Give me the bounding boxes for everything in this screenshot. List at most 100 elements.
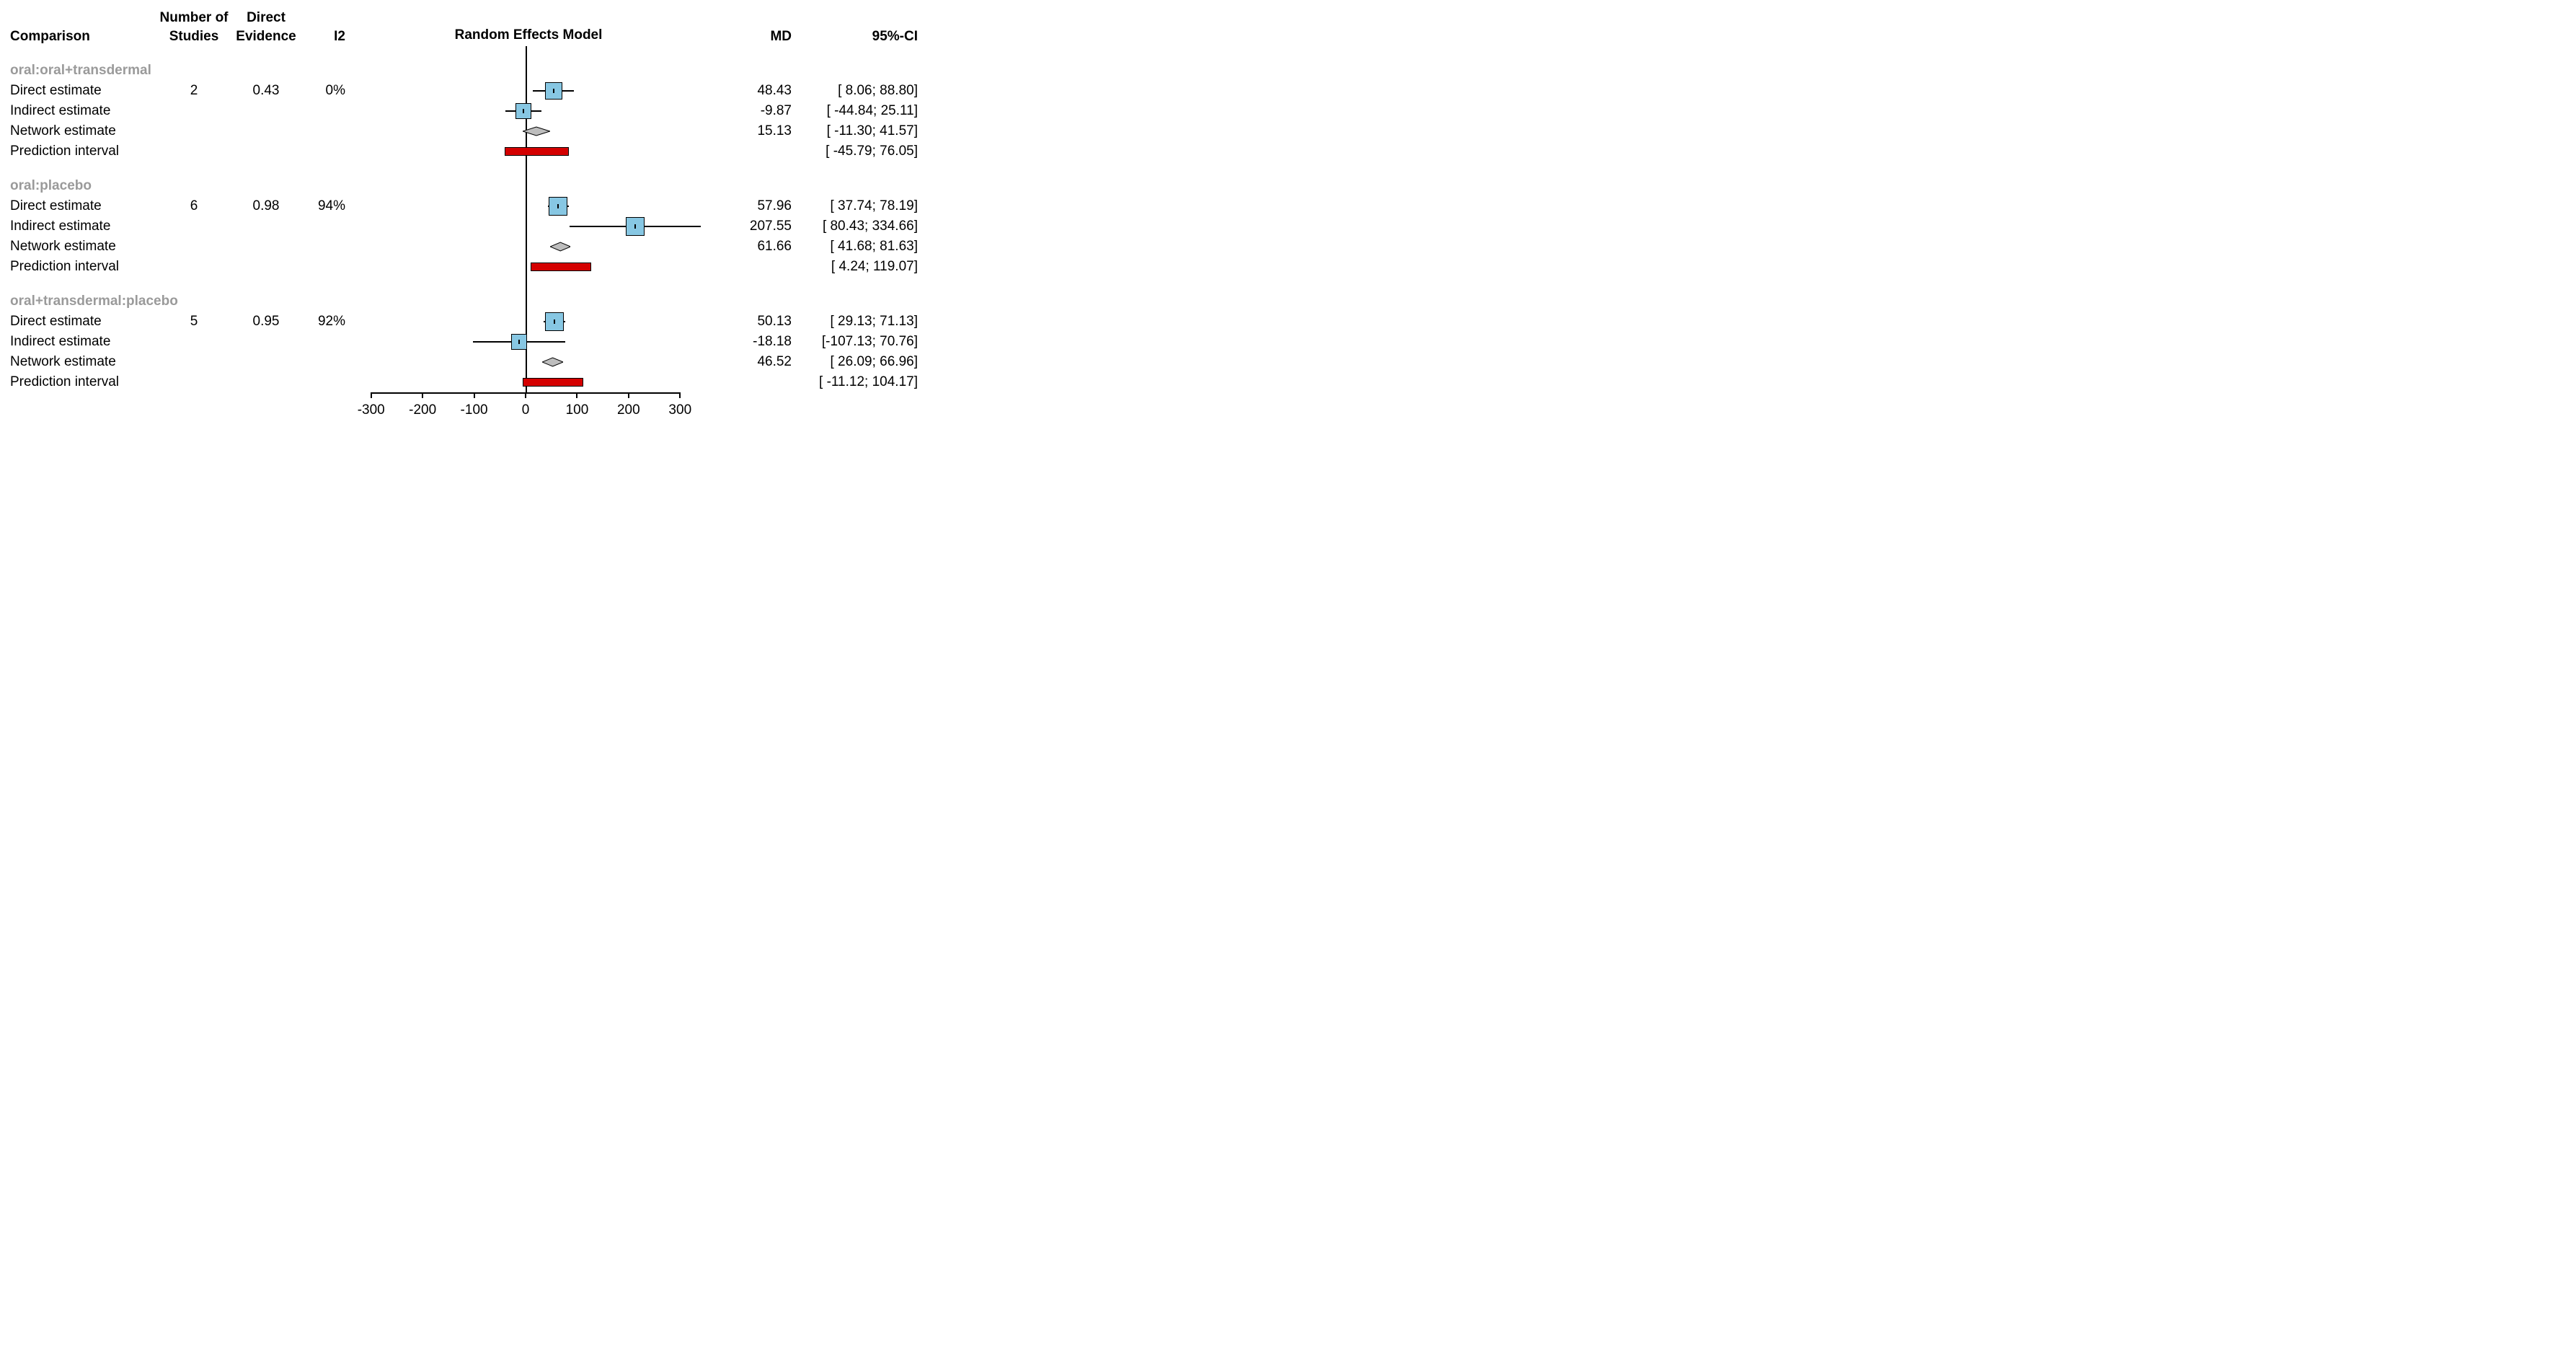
row-label: Direct estimate bbox=[7, 198, 158, 214]
cell-md: 57.96 bbox=[709, 198, 792, 214]
point-tick bbox=[634, 224, 636, 229]
row-label: Network estimate bbox=[7, 239, 158, 255]
header-row-1: Number of Direct bbox=[7, 9, 1103, 27]
row-label: Direct estimate bbox=[7, 83, 158, 99]
hdr-ci: 95%-CI bbox=[792, 29, 918, 45]
cell-plot bbox=[348, 121, 709, 141]
cell-ci: [-107.13; 70.76] bbox=[792, 334, 918, 350]
cell-ci: [ -45.79; 76.05] bbox=[792, 144, 918, 159]
table-row: Direct estimate50.9592%50.13[ 29.13; 71.… bbox=[7, 312, 1103, 332]
hdr-evidence-l1: Direct bbox=[230, 10, 302, 26]
cell-ci: [ 26.09; 66.96] bbox=[792, 354, 918, 370]
axis-tick bbox=[679, 392, 681, 398]
network-diamond bbox=[542, 357, 563, 367]
cell-ci: [ 8.06; 88.80] bbox=[792, 83, 918, 99]
cell-evidence: 0.95 bbox=[230, 314, 302, 330]
table-row: Network estimate 46.52[ 26.09; 66.96] bbox=[7, 352, 1103, 372]
row-label: Indirect estimate bbox=[7, 334, 158, 350]
axis-tick-label: -200 bbox=[409, 402, 436, 418]
cell-plot bbox=[348, 352, 709, 372]
cell-i2: 94% bbox=[302, 198, 348, 214]
cell-plot bbox=[348, 141, 709, 162]
axis-tick-label: -300 bbox=[358, 402, 385, 418]
header-row-2: Comparison Studies Evidence I2 Random Ef… bbox=[7, 27, 1103, 46]
plot-body: oral:oral+transdermalDirect estimate20.4… bbox=[7, 46, 1103, 392]
table-row: Direct estimate60.9894% 57.96[ 37.74; 78.… bbox=[7, 196, 1103, 216]
row-label: Indirect estimate bbox=[7, 219, 158, 234]
cell-evidence: 0.98 bbox=[230, 198, 302, 214]
hdr-md: MD bbox=[709, 29, 792, 45]
table-row: Direct estimate20.430%48.43[ 8.06; 88.80… bbox=[7, 81, 1103, 101]
cell-md: -9.87 bbox=[709, 103, 792, 119]
row-label: Indirect estimate bbox=[7, 103, 158, 119]
cell-md: 50.13 bbox=[709, 314, 792, 330]
point-tick bbox=[557, 204, 559, 208]
row-label: Network estimate bbox=[7, 354, 158, 370]
cell-i2: 92% bbox=[302, 314, 348, 330]
hdr-studies-l2: Studies bbox=[158, 29, 230, 45]
axis-tick-label: 100 bbox=[566, 402, 589, 418]
cell-plot bbox=[348, 196, 709, 216]
prediction-bar bbox=[505, 147, 569, 156]
prediction-bar bbox=[523, 378, 583, 387]
cell-md: -18.18 bbox=[709, 334, 792, 350]
row-label: Prediction interval bbox=[7, 259, 158, 275]
cell-plot bbox=[348, 237, 709, 257]
hdr-evidence-l2: Evidence bbox=[230, 29, 302, 45]
axis-tick bbox=[371, 392, 372, 398]
cell-md: 15.13 bbox=[709, 123, 792, 139]
x-axis: -300 -200 -100 0 100 200 300 bbox=[345, 392, 706, 436]
table-row: Indirect estimate -18.18[-107.13; 70.76] bbox=[7, 332, 1103, 352]
cell-studies: 6 bbox=[158, 198, 230, 214]
cell-plot bbox=[348, 257, 709, 277]
hdr-comparison: Comparison bbox=[7, 29, 158, 45]
cell-plot bbox=[348, 372, 709, 392]
prediction-bar bbox=[531, 263, 591, 271]
cell-plot bbox=[348, 216, 709, 237]
cell-md: 207.55 bbox=[709, 219, 792, 234]
row-label: Direct estimate bbox=[7, 314, 158, 330]
point-tick bbox=[523, 109, 524, 113]
group-title: oral+transdermal:placebo bbox=[7, 291, 1103, 312]
table-row: Indirect estimate -9.87[ -44.84; 25.11] bbox=[7, 101, 1103, 121]
axis-tick bbox=[474, 392, 475, 398]
axis-tick-label: -100 bbox=[461, 402, 488, 418]
table-row: Prediction interval[ 4.24; 119.07] bbox=[7, 257, 1103, 277]
axis-tick-label: 200 bbox=[617, 402, 640, 418]
table-row: Network estimate15.13[ -11.30; 41.57] bbox=[7, 121, 1103, 141]
table-row: Prediction interval [ -45.79; 76.05] bbox=[7, 141, 1103, 162]
point-tick bbox=[553, 89, 554, 93]
cell-ci: [ -11.12; 104.17] bbox=[792, 374, 918, 390]
network-diamond bbox=[523, 126, 550, 136]
cell-evidence: 0.43 bbox=[230, 83, 302, 99]
axis-tick bbox=[576, 392, 577, 398]
row-label: Prediction interval bbox=[7, 374, 158, 390]
cell-studies: 5 bbox=[158, 314, 230, 330]
cell-md: 46.52 bbox=[709, 354, 792, 370]
cell-md: 48.43 bbox=[709, 83, 792, 99]
cell-ci: [ 80.43; 334.66] bbox=[792, 219, 918, 234]
cell-plot bbox=[348, 312, 709, 332]
hdr-model: Random Effects Model bbox=[348, 27, 709, 46]
cell-ci: [ -44.84; 25.11] bbox=[792, 103, 918, 119]
cell-ci: [ 41.68; 81.63] bbox=[792, 239, 918, 255]
axis-tick-label: 300 bbox=[668, 402, 691, 418]
cell-plot bbox=[348, 101, 709, 121]
row-label: Network estimate bbox=[7, 123, 158, 139]
axis-tick bbox=[422, 392, 423, 398]
axis-tick bbox=[525, 392, 526, 398]
hdr-studies-l1: Number of bbox=[158, 10, 230, 26]
hdr-i2: I2 bbox=[302, 29, 348, 45]
cell-ci: [ 37.74; 78.19] bbox=[792, 198, 918, 214]
cell-plot bbox=[348, 81, 709, 101]
table-row: Network estimate61.66[ 41.68; 81.63] bbox=[7, 237, 1103, 257]
row-label: Prediction interval bbox=[7, 144, 158, 159]
cell-studies: 2 bbox=[158, 83, 230, 99]
table-row: Indirect estimate 207.55[ 80.43; 334.66] bbox=[7, 216, 1103, 237]
axis-tick-label: 0 bbox=[522, 402, 530, 418]
cell-plot bbox=[348, 332, 709, 352]
point-tick bbox=[518, 340, 520, 344]
network-diamond bbox=[550, 242, 571, 252]
axis-tick bbox=[628, 392, 629, 398]
forest-plot: Number of Direct Comparison Studies Evid… bbox=[0, 0, 1110, 464]
